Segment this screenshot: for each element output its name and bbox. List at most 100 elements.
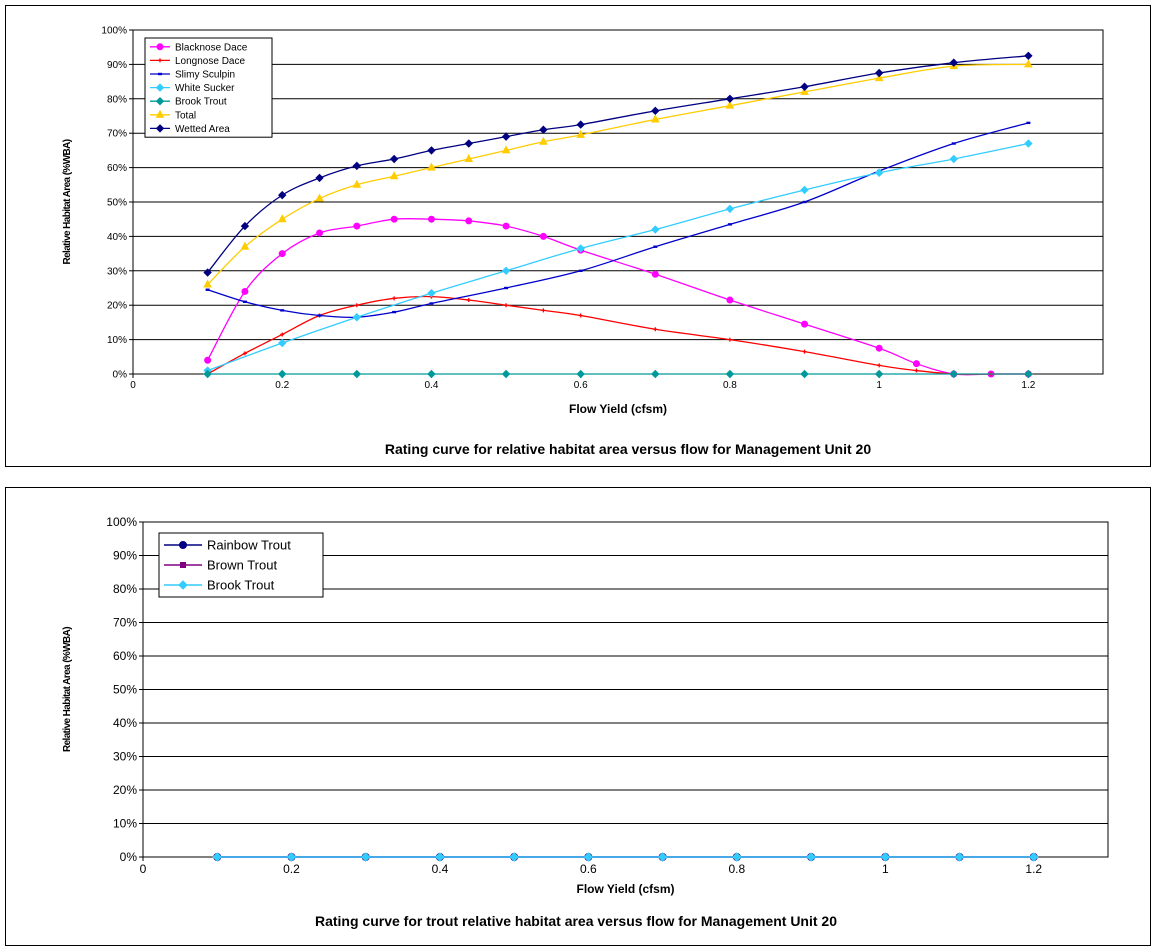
y-tick-label: 90% bbox=[107, 60, 127, 71]
x-tick-label: 0.2 bbox=[275, 380, 289, 391]
data-point-blacknose-dace bbox=[502, 222, 510, 230]
data-point-wetted-area bbox=[501, 132, 511, 141]
legend-label-longnose-dace: Longnose Dace bbox=[175, 56, 245, 67]
x-tick-label: 0 bbox=[140, 862, 147, 876]
data-point-blacknose-dace bbox=[801, 320, 809, 328]
y-tick-label: 50% bbox=[107, 198, 127, 209]
x-tick-label: 0.2 bbox=[283, 862, 300, 876]
x-tick-label: 0 bbox=[130, 380, 136, 391]
data-point-total bbox=[352, 179, 362, 188]
data-point-blacknose-dace bbox=[241, 287, 249, 295]
legend-label-brown-trout: Brown Trout bbox=[207, 558, 277, 573]
data-point-total bbox=[650, 114, 660, 123]
data-point-white-sucker bbox=[501, 266, 511, 276]
x-axis-title: Flow Yield (cfsm) bbox=[576, 882, 674, 896]
data-point-slimy-sculpin bbox=[578, 269, 583, 272]
data-point-longnose-dace bbox=[653, 327, 658, 332]
legend-marker-brown-trout bbox=[180, 562, 186, 568]
series-line-white-sucker bbox=[207, 142, 1029, 372]
data-point-brook-trout bbox=[657, 852, 668, 862]
data-point-wetted-area bbox=[278, 190, 287, 200]
data-point-white-sucker bbox=[427, 288, 436, 298]
x-tick-label: 0.8 bbox=[723, 380, 737, 391]
series-line-slimy-sculpin bbox=[207, 122, 1029, 319]
data-point-blacknose-dace bbox=[353, 222, 361, 230]
data-point-brook-trout bbox=[286, 852, 297, 862]
data-point-total bbox=[315, 193, 324, 202]
series-line-total bbox=[207, 63, 1029, 286]
data-point-blacknose-dace bbox=[316, 229, 324, 237]
data-point-brook-trout bbox=[352, 369, 362, 379]
x-tick-label: 0.6 bbox=[580, 862, 597, 876]
data-point-wetted-area bbox=[315, 173, 324, 183]
data-point-wetted-area bbox=[949, 58, 958, 67]
x-tick-label: 0.4 bbox=[425, 380, 439, 391]
top-chart-frame: 0% 10% 20% 30% 40% 50% 60% 70% 80% 90% 100% 0 0.2 0.4… bbox=[5, 5, 1151, 467]
legend-marker-total bbox=[155, 109, 165, 118]
y-tick-label: 60% bbox=[113, 649, 137, 663]
data-point-longnose-dace bbox=[578, 313, 583, 318]
data-point-wetted-area bbox=[874, 68, 884, 78]
data-point-total bbox=[874, 73, 884, 82]
data-point-wetted-area bbox=[203, 268, 212, 277]
data-point-wetted-area bbox=[389, 154, 399, 164]
legend-marker-white-sucker bbox=[155, 83, 165, 92]
y-tick-label: 60% bbox=[107, 163, 127, 174]
data-point-white-sucker bbox=[1024, 139, 1033, 148]
data-point-slimy-sculpin bbox=[392, 310, 397, 314]
legend-label-wetted-area: Wetted Area bbox=[175, 124, 230, 135]
legend-marker-wetted-area bbox=[155, 124, 165, 133]
data-point-total bbox=[539, 136, 548, 145]
legend-label-total: Total bbox=[175, 110, 196, 121]
y-tick-label: 0% bbox=[120, 850, 138, 864]
x-tick-label: 1 bbox=[882, 862, 889, 876]
data-point-white-sucker bbox=[278, 338, 287, 348]
x-tick-label: 1 bbox=[876, 380, 882, 391]
data-point-brook-trout bbox=[360, 852, 371, 862]
legend-label-slimy-sculpin: Slimy Sculpin bbox=[175, 70, 235, 81]
data-point-slimy-sculpin bbox=[727, 223, 732, 226]
data-point-wetted-area bbox=[464, 139, 473, 148]
data-point-total bbox=[427, 162, 436, 171]
y-axis-title: Relative Habitat Area (%WBA) bbox=[62, 627, 73, 752]
legend-label-white-sucker: White Sucker bbox=[175, 83, 235, 94]
data-point-total bbox=[725, 100, 735, 109]
y-tick-label: 20% bbox=[113, 783, 137, 797]
data-point-wetted-area bbox=[539, 125, 548, 134]
data-point-longnose-dace bbox=[392, 296, 397, 301]
data-point-brook-trout bbox=[583, 852, 594, 862]
y-tick-label: 40% bbox=[107, 232, 127, 243]
data-point-longnose-dace bbox=[280, 332, 285, 337]
data-point-white-sucker bbox=[800, 185, 809, 195]
y-tick-label: 50% bbox=[113, 683, 137, 697]
data-point-brook-trout bbox=[427, 369, 436, 379]
data-point-brook-trout bbox=[576, 369, 585, 379]
data-point-slimy-sculpin bbox=[504, 286, 509, 290]
data-point-brook-trout bbox=[725, 369, 735, 379]
data-point-wetted-area bbox=[427, 146, 436, 155]
data-point-slimy-sculpin bbox=[242, 300, 247, 303]
x-axis-title: Flow Yield (cfsm) bbox=[569, 402, 667, 416]
bottom-chart-frame: 0% 10% 20% 30% 40% 50% 60% 70% 80% 90% 100% 0 0.2 0.4… bbox=[5, 487, 1151, 946]
series-line-longnose-dace bbox=[207, 295, 1029, 375]
y-tick-label: 100% bbox=[101, 26, 127, 37]
data-point-brook-trout bbox=[732, 852, 742, 862]
data-point-slimy-sculpin bbox=[802, 200, 807, 204]
data-point-brook-trout bbox=[212, 852, 222, 862]
legend-marker-longnose-dace bbox=[158, 58, 162, 63]
data-point-blacknose-dace bbox=[726, 296, 734, 304]
data-point-longnose-dace bbox=[242, 351, 247, 356]
data-point-slimy-sculpin bbox=[951, 142, 956, 145]
data-point-longnose-dace bbox=[541, 308, 546, 313]
data-point-brook-trout bbox=[651, 369, 660, 379]
data-point-slimy-sculpin bbox=[429, 302, 434, 305]
data-point-longnose-dace bbox=[914, 368, 919, 373]
data-point-wetted-area bbox=[800, 82, 809, 91]
data-point-brook-trout bbox=[954, 852, 965, 862]
data-point-total bbox=[203, 279, 212, 288]
data-point-longnose-dace bbox=[504, 303, 509, 308]
data-point-wetted-area bbox=[725, 94, 735, 104]
y-tick-label: 70% bbox=[113, 616, 137, 630]
data-point-wetted-area bbox=[352, 161, 362, 171]
x-tick-label: 0.8 bbox=[729, 862, 746, 876]
